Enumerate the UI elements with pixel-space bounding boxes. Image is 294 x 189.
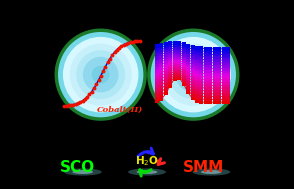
Circle shape (149, 30, 238, 119)
Ellipse shape (137, 170, 157, 174)
Circle shape (76, 50, 125, 99)
Circle shape (156, 37, 231, 112)
Ellipse shape (201, 170, 222, 174)
Ellipse shape (72, 170, 93, 174)
Ellipse shape (192, 168, 230, 176)
Circle shape (70, 44, 132, 106)
Circle shape (63, 37, 138, 112)
Circle shape (92, 66, 110, 84)
Circle shape (83, 57, 118, 92)
Circle shape (56, 30, 145, 119)
Ellipse shape (128, 168, 166, 176)
Text: SMM: SMM (183, 160, 224, 175)
Circle shape (169, 50, 218, 99)
Ellipse shape (64, 168, 102, 176)
Circle shape (162, 44, 224, 106)
Circle shape (184, 66, 202, 84)
Text: SCO: SCO (59, 160, 95, 175)
Circle shape (176, 57, 211, 92)
Text: Cobalt(II): Cobalt(II) (97, 106, 144, 114)
Text: H$_2$O: H$_2$O (135, 154, 159, 168)
